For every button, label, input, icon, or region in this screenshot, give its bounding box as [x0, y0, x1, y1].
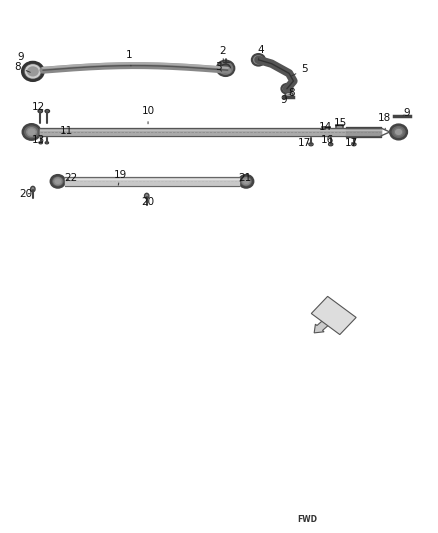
Text: 9: 9: [18, 52, 30, 62]
Ellipse shape: [39, 142, 42, 144]
Text: 18: 18: [378, 112, 391, 129]
Ellipse shape: [352, 143, 356, 146]
Text: 20: 20: [19, 189, 32, 199]
Text: 10: 10: [141, 106, 155, 124]
Text: 21: 21: [238, 173, 251, 183]
Text: 2: 2: [219, 46, 226, 61]
Text: 13: 13: [32, 135, 45, 144]
Text: 19: 19: [114, 170, 127, 185]
Bar: [39, 130, 63, 136]
Text: 16: 16: [321, 135, 334, 144]
FancyBboxPatch shape: [311, 296, 356, 335]
Text: 20: 20: [141, 197, 155, 207]
Ellipse shape: [145, 193, 149, 199]
Ellipse shape: [221, 64, 230, 72]
Ellipse shape: [217, 61, 234, 76]
Ellipse shape: [27, 128, 36, 136]
Ellipse shape: [45, 110, 49, 112]
Text: 15: 15: [334, 118, 347, 128]
Ellipse shape: [394, 128, 403, 136]
Ellipse shape: [31, 187, 35, 192]
Ellipse shape: [239, 175, 253, 188]
Ellipse shape: [390, 125, 407, 139]
Ellipse shape: [23, 124, 40, 140]
Ellipse shape: [309, 143, 313, 146]
Text: 5: 5: [292, 64, 308, 76]
Text: 14: 14: [318, 122, 332, 132]
Text: 4: 4: [257, 45, 264, 60]
Ellipse shape: [26, 65, 40, 78]
Text: FWD: FWD: [297, 515, 317, 524]
Text: 9: 9: [280, 95, 287, 106]
Text: 1: 1: [126, 50, 133, 66]
Ellipse shape: [242, 178, 250, 185]
Text: 17: 17: [345, 138, 358, 148]
Ellipse shape: [51, 175, 65, 188]
FancyArrow shape: [314, 310, 340, 333]
Ellipse shape: [252, 54, 265, 66]
Text: 8: 8: [14, 62, 30, 72]
Text: 12: 12: [32, 102, 45, 112]
Text: 17: 17: [298, 138, 311, 148]
Ellipse shape: [45, 142, 49, 144]
Ellipse shape: [285, 92, 293, 97]
Text: 22: 22: [64, 173, 78, 183]
Bar: [336, 125, 343, 133]
Ellipse shape: [328, 143, 333, 146]
Text: 8: 8: [288, 87, 295, 98]
Ellipse shape: [38, 110, 42, 112]
Text: 9: 9: [403, 108, 410, 118]
Ellipse shape: [54, 178, 62, 185]
Text: 3: 3: [215, 62, 222, 72]
Text: 11: 11: [60, 126, 73, 136]
Ellipse shape: [281, 84, 293, 94]
Bar: [322, 127, 330, 136]
Ellipse shape: [22, 62, 43, 80]
